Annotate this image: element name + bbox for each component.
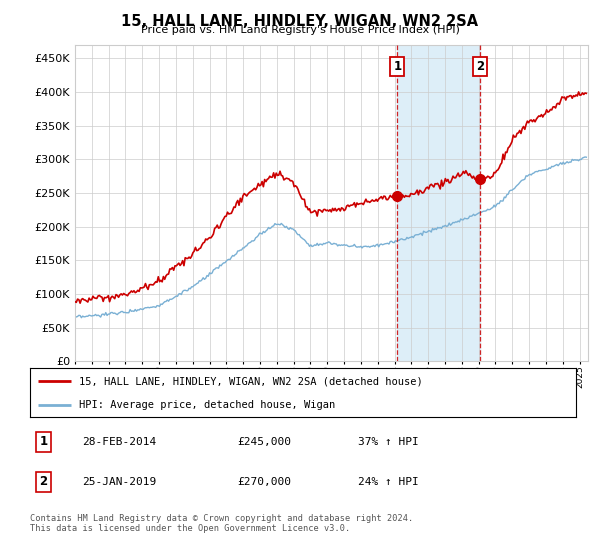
- Text: 25-JAN-2019: 25-JAN-2019: [82, 477, 156, 487]
- Text: £270,000: £270,000: [238, 477, 292, 487]
- Text: 1: 1: [394, 60, 401, 73]
- Text: 24% ↑ HPI: 24% ↑ HPI: [358, 477, 418, 487]
- Bar: [397, 45, 480, 361]
- Text: Price paid vs. HM Land Registry's House Price Index (HPI): Price paid vs. HM Land Registry's House …: [140, 25, 460, 35]
- Text: 1: 1: [40, 435, 48, 449]
- Text: 2: 2: [476, 60, 484, 73]
- Text: 28-FEB-2014: 28-FEB-2014: [82, 437, 156, 447]
- Text: HPI: Average price, detached house, Wigan: HPI: Average price, detached house, Wiga…: [79, 400, 335, 410]
- Text: 37% ↑ HPI: 37% ↑ HPI: [358, 437, 418, 447]
- Text: 15, HALL LANE, HINDLEY, WIGAN, WN2 2SA: 15, HALL LANE, HINDLEY, WIGAN, WN2 2SA: [121, 14, 479, 29]
- Text: Contains HM Land Registry data © Crown copyright and database right 2024.
This d: Contains HM Land Registry data © Crown c…: [30, 514, 413, 534]
- Text: £245,000: £245,000: [238, 437, 292, 447]
- Text: 15, HALL LANE, HINDLEY, WIGAN, WN2 2SA (detached house): 15, HALL LANE, HINDLEY, WIGAN, WN2 2SA (…: [79, 376, 423, 386]
- Text: 2: 2: [40, 475, 48, 488]
